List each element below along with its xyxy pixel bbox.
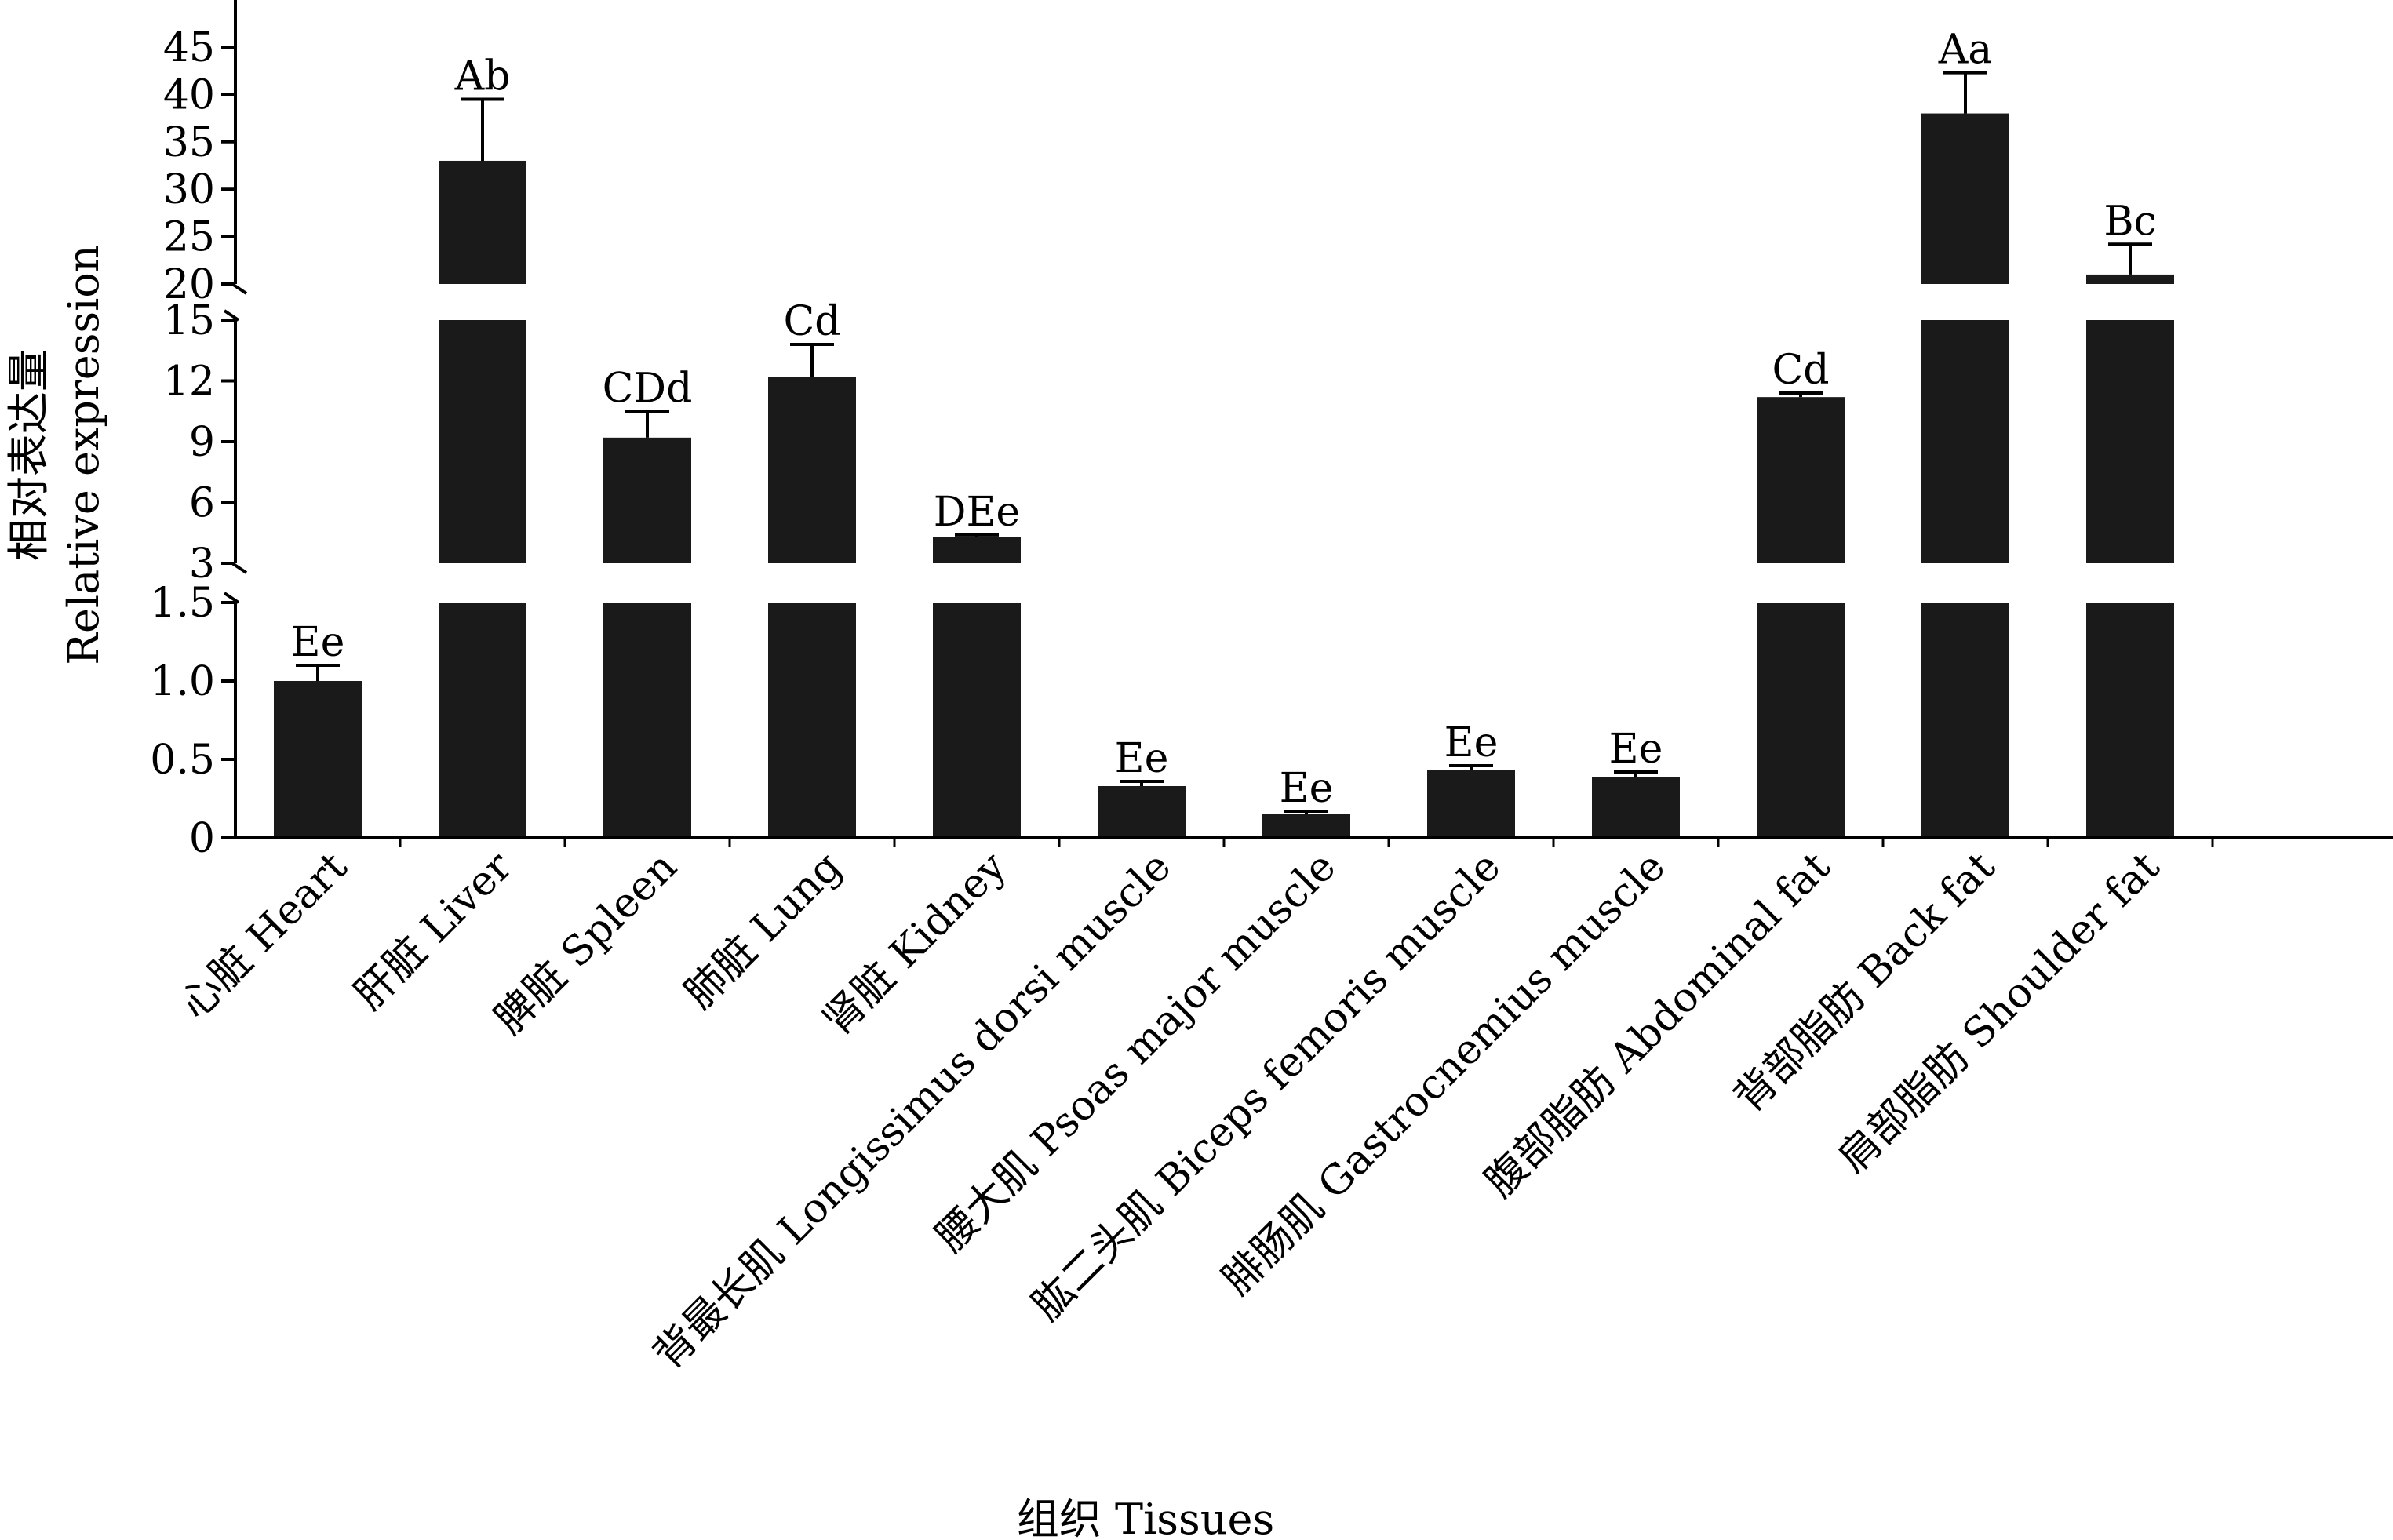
significance-label: Bc: [2103, 198, 2156, 245]
bar-10-segment-0: [1921, 603, 2009, 838]
bar-10-segment-1: [1921, 320, 2009, 563]
y-tick-label: 6: [189, 480, 215, 527]
bar-11-segment-1: [2086, 320, 2174, 563]
significance-label: Ab: [454, 53, 511, 100]
significance-label: Ee: [1609, 726, 1663, 773]
bar-11-segment-2: [2086, 274, 2174, 284]
x-axis-title: 组织 Tissues: [1017, 1494, 1274, 1540]
significance-label: Cd: [783, 298, 840, 345]
axis-break-mark-1-lower: [223, 309, 240, 322]
significance-label: CDd: [603, 365, 693, 412]
bar-4-segment-0: [933, 603, 1021, 838]
bar-10-segment-2: [1921, 113, 2009, 284]
significance-label: Cd: [1772, 347, 1829, 394]
bar-1-segment-2: [439, 160, 526, 284]
y-axis-title-english: Relative expression: [59, 245, 108, 664]
significance-label: Ee: [1115, 735, 1169, 782]
bar-1-segment-0: [439, 603, 526, 838]
y-tick-label: 9: [189, 419, 215, 466]
category-label: 肝脏 Liver: [345, 843, 521, 1019]
bar-2-segment-1: [603, 437, 691, 563]
y-tick-label: 35: [163, 119, 215, 166]
bar-6-segment-0: [1262, 814, 1350, 838]
category-label: 心脏 Heart: [171, 843, 356, 1028]
bar-2-segment-0: [603, 603, 691, 838]
axis-break-mark-0-lower: [223, 592, 240, 604]
y-tick-label: 25: [163, 214, 215, 261]
significance-label: Ee: [291, 619, 345, 666]
significance-label: Ee: [1444, 719, 1499, 766]
error-bars-layer: [296, 71, 2152, 814]
bar-9-segment-0: [1757, 603, 1845, 838]
axes-layer: [221, 0, 2393, 847]
y-tick-label: 15: [163, 297, 215, 344]
bars-layer: [274, 113, 2174, 838]
bar-4-segment-1: [933, 537, 1021, 563]
y-tick-label: 45: [163, 24, 215, 71]
y-tick-label: 30: [163, 166, 215, 213]
bar-3-segment-0: [768, 603, 856, 838]
y-tick-label: 1.0: [150, 658, 215, 705]
y-tick-label: 20: [163, 261, 215, 308]
bar-0-segment-0: [274, 681, 362, 838]
y-tick-label: 3: [189, 541, 215, 588]
category-label: 肺脏 Lung: [676, 843, 850, 1018]
y-tick-label: 1.5: [150, 580, 215, 627]
category-label: 腹部脂肪 Abdominal fat: [1476, 843, 1839, 1207]
y-tick-label: 0.5: [150, 737, 215, 784]
y-tick-label: 12: [163, 359, 215, 406]
bar-11-segment-0: [2086, 603, 2174, 838]
bar-9-segment-1: [1757, 397, 1845, 563]
bar-8-segment-0: [1592, 777, 1680, 838]
y-axis-title-chinese: 相对表达量: [4, 349, 53, 561]
bar-5-segment-0: [1098, 786, 1186, 838]
bar-3-segment-1: [768, 377, 856, 563]
y-tick-label: 0: [189, 815, 215, 862]
significance-label: Aa: [1938, 27, 1993, 74]
significance-label: DEe: [934, 489, 1020, 536]
bar-1-segment-1: [439, 320, 526, 563]
significance-label: Ee: [1280, 765, 1334, 812]
category-label: 肩部脂肪 Shoulder fat: [1830, 843, 2169, 1183]
y-tick-label: 40: [163, 71, 215, 118]
bar-7-segment-0: [1427, 770, 1515, 838]
